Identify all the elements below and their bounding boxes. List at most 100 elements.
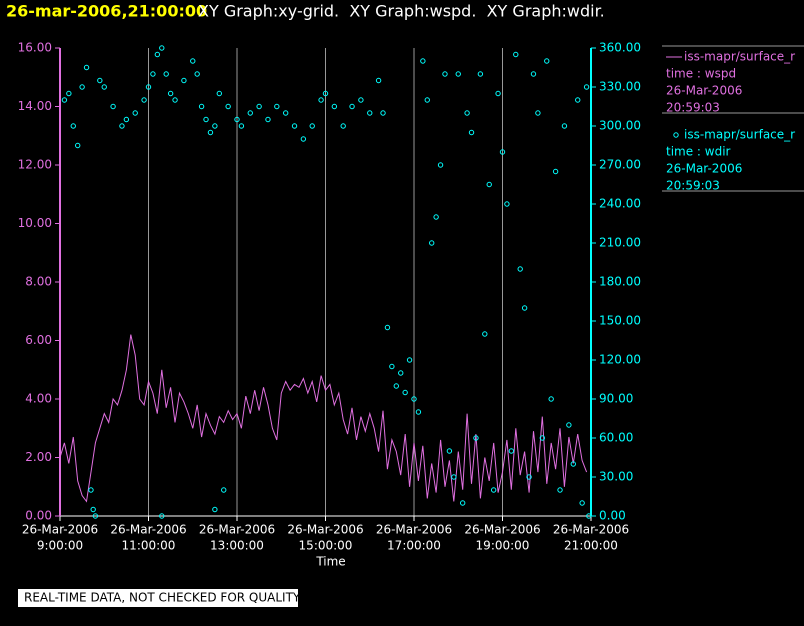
data-point <box>375 77 382 84</box>
data-line <box>59 334 588 503</box>
data-point <box>141 97 147 103</box>
data-point <box>181 77 187 84</box>
data-point <box>398 370 404 376</box>
data-point <box>508 448 515 454</box>
data-point <box>88 487 94 493</box>
x-tick-label: 26-Mar-2006 <box>287 523 363 537</box>
data-point <box>349 103 355 110</box>
data-point <box>544 58 550 64</box>
y-tick-label: 16.00 <box>18 41 52 55</box>
data-point <box>309 123 315 129</box>
legend-label: 20:59:03 <box>666 101 720 115</box>
legend-label: 26-Mar-2006 <box>666 84 742 98</box>
data-point <box>477 71 484 77</box>
data-point <box>406 357 413 363</box>
data-point <box>393 383 399 389</box>
data-point <box>429 240 435 246</box>
data-point <box>61 97 68 103</box>
y-tick-label: 0.00 <box>25 509 52 523</box>
data-point <box>433 214 439 220</box>
data-point <box>482 331 488 337</box>
data-point <box>150 71 156 77</box>
data-point <box>216 90 223 97</box>
x-tick-label: 26-Mar-2006 <box>199 523 275 537</box>
y2-tick-label: 150.00 <box>599 314 641 328</box>
legend-swatch <box>673 132 679 138</box>
data-point <box>415 409 422 415</box>
data-point <box>291 123 298 129</box>
data-point <box>322 90 329 97</box>
x-tick-label: 9:00:00 <box>37 539 83 553</box>
data-point <box>586 513 592 519</box>
legend-label: iss-mapr/surface_r <box>684 50 795 64</box>
chart-title: 26-mar-2006,21:00:00 <box>6 2 207 21</box>
data-point <box>424 97 430 103</box>
data-point <box>446 448 453 454</box>
data-point <box>504 201 510 207</box>
x-tick-label: 11:00:00 <box>122 539 176 553</box>
data-point <box>221 487 227 493</box>
data-point <box>79 84 85 90</box>
y2-tick-label: 120.00 <box>599 353 641 367</box>
data-point <box>583 84 590 90</box>
data-point <box>380 110 386 116</box>
data-point <box>575 97 581 103</box>
data-point <box>83 64 90 71</box>
data-point <box>159 513 165 519</box>
data-point <box>437 162 444 168</box>
data-point <box>455 71 461 77</box>
data-point <box>119 123 125 129</box>
y-tick-label: 14.00 <box>18 99 52 113</box>
data-point <box>530 71 537 77</box>
data-point <box>75 142 81 149</box>
data-point <box>274 103 280 110</box>
footer-box <box>18 589 298 607</box>
y2-tick-label: 0.00 <box>599 509 626 523</box>
data-point <box>526 474 532 480</box>
data-point <box>384 324 391 331</box>
data-point <box>521 305 528 311</box>
data-point <box>420 58 426 64</box>
y2-tick-label: 60.00 <box>599 431 633 445</box>
y-tick-label: 12.00 <box>18 158 52 172</box>
x-tick-label: 17:00:00 <box>387 539 441 553</box>
data-point <box>451 474 457 480</box>
data-point <box>145 84 152 90</box>
data-point <box>212 506 218 513</box>
data-point <box>154 51 161 58</box>
data-point <box>367 110 373 116</box>
data-point <box>110 103 116 110</box>
data-point <box>535 110 541 116</box>
x-tick-label: 26-Mar-2006 <box>110 523 186 537</box>
y-tick-label: 2.00 <box>25 450 52 464</box>
data-point <box>513 51 519 58</box>
data-point <box>70 123 76 129</box>
y-tick-label: 4.00 <box>25 392 52 406</box>
data-point <box>442 71 448 77</box>
data-point <box>490 487 497 493</box>
data-point <box>97 77 103 84</box>
data-point <box>238 123 245 129</box>
y2-tick-label: 360.00 <box>599 41 641 55</box>
data-point <box>190 58 196 64</box>
data-point <box>579 500 585 506</box>
x-axis-title: Time <box>315 555 345 569</box>
chart-subtitle: XY Graph:xy-grid. XY Graph:wspd. XY Grap… <box>198 2 605 21</box>
data-point <box>256 103 262 110</box>
data-point <box>340 123 346 129</box>
legend-label: 26-Mar-2006 <box>666 162 742 176</box>
data-point <box>473 435 479 441</box>
y-tick-label: 10.00 <box>18 216 52 230</box>
data-point <box>468 129 475 136</box>
data-point <box>123 116 130 123</box>
data-point <box>212 123 218 129</box>
data-point <box>389 363 395 370</box>
data-point <box>552 168 559 175</box>
legend-label: time : wspd <box>666 67 736 81</box>
y2-tick-label: 270.00 <box>599 158 641 172</box>
data-point <box>225 103 231 110</box>
y2-tick-label: 180.00 <box>599 275 641 289</box>
data-point <box>402 389 408 396</box>
